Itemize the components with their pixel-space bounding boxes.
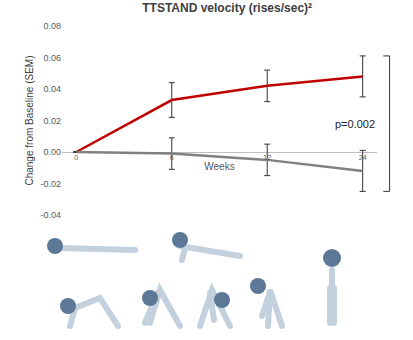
svg-text:0.02: 0.02	[43, 116, 61, 126]
svg-text:Change from Baseline (SEM): Change from Baseline (SEM)	[24, 55, 35, 185]
svg-text:p=0.002: p=0.002	[335, 118, 375, 130]
svg-text:TTSTAND velocity (rises/sec)²: TTSTAND velocity (rises/sec)²	[142, 1, 312, 15]
svg-text:Weeks: Weeks	[204, 161, 234, 172]
svg-text:0.04: 0.04	[43, 84, 61, 94]
svg-text:0.08: 0.08	[43, 21, 61, 31]
svg-text:-0.04: -0.04	[40, 210, 61, 220]
svg-text:6: 6	[170, 154, 174, 161]
svg-text:0.00: 0.00	[43, 147, 61, 157]
svg-text:0: 0	[74, 154, 78, 161]
svg-text:-0.02: -0.02	[40, 179, 61, 189]
svg-text:24: 24	[359, 154, 367, 161]
svg-text:0.06: 0.06	[43, 53, 61, 63]
svg-text:12: 12	[263, 154, 271, 161]
